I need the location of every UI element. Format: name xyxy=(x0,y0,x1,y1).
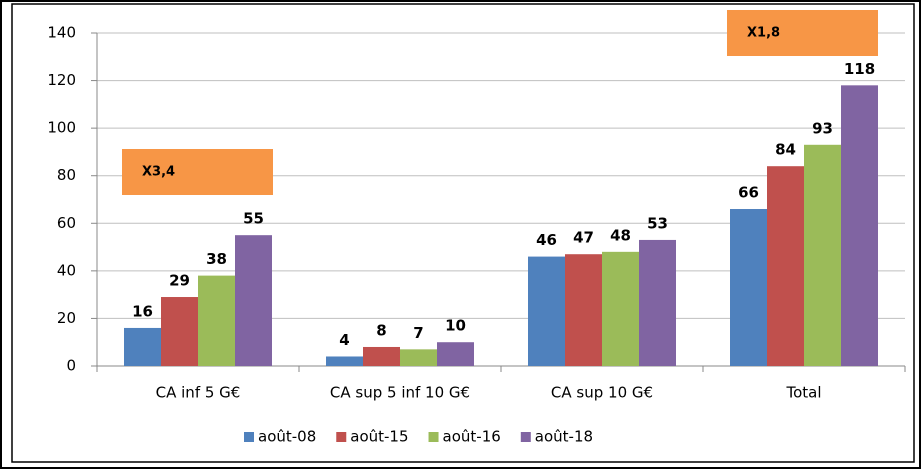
annotation: X3,4 xyxy=(142,165,175,180)
bar xyxy=(235,235,272,366)
y-tick-label: 20 xyxy=(57,309,76,327)
bar xyxy=(528,256,565,366)
x-tick-label: CA sup 10 G€ xyxy=(551,384,653,402)
annotation-box xyxy=(122,149,273,195)
value-label: 46 xyxy=(536,231,557,249)
bar xyxy=(841,85,878,366)
value-label: 7 xyxy=(413,324,423,342)
value-label: 84 xyxy=(775,141,796,159)
value-label: 10 xyxy=(445,317,466,335)
bar xyxy=(602,251,639,366)
bar xyxy=(437,342,474,366)
bar xyxy=(124,327,161,366)
bar xyxy=(326,356,363,366)
value-label: 55 xyxy=(243,210,264,228)
y-tick-label: 100 xyxy=(47,119,76,137)
legend-label: août-08 xyxy=(258,428,316,446)
value-label: 66 xyxy=(738,184,759,202)
bar xyxy=(198,275,235,366)
value-label: 29 xyxy=(169,272,190,290)
value-label: 48 xyxy=(610,226,631,244)
legend-label: août-18 xyxy=(535,428,593,446)
bar xyxy=(767,166,804,366)
annotation: X1,8 xyxy=(747,26,780,41)
legend-swatch xyxy=(520,432,531,442)
y-tick-label: 60 xyxy=(57,214,76,232)
x-tick-label: CA sup 5 inf 10 G€ xyxy=(330,384,470,402)
bar xyxy=(565,254,602,366)
legend-swatch xyxy=(336,432,347,442)
y-tick-label: 120 xyxy=(47,71,76,89)
bar xyxy=(639,239,676,366)
legend-swatch xyxy=(428,432,439,442)
value-label: 47 xyxy=(573,229,594,247)
annotation-box xyxy=(727,10,878,56)
value-label: 16 xyxy=(132,302,153,320)
bar xyxy=(730,209,767,366)
legend-label: août-16 xyxy=(443,428,501,446)
bar xyxy=(161,297,198,366)
bar xyxy=(400,349,437,366)
legend-label: août-15 xyxy=(350,428,408,446)
x-tick-label: CA inf 5 G€ xyxy=(156,384,241,402)
x-tick-label: Total xyxy=(785,384,821,402)
value-label: 118 xyxy=(844,60,875,78)
bar xyxy=(363,346,400,366)
value-label: 8 xyxy=(376,321,386,339)
y-tick-label: 40 xyxy=(57,261,76,279)
y-tick-label: 0 xyxy=(66,357,76,375)
y-tick-label: 80 xyxy=(57,166,76,184)
value-label: 4 xyxy=(339,331,349,349)
legend-swatch xyxy=(244,432,254,442)
value-label: 53 xyxy=(647,214,668,232)
chart-frame xyxy=(11,3,915,463)
value-label: 38 xyxy=(206,250,227,268)
bar xyxy=(804,144,841,366)
value-label: 93 xyxy=(812,119,833,137)
y-tick-label: 140 xyxy=(47,24,76,42)
